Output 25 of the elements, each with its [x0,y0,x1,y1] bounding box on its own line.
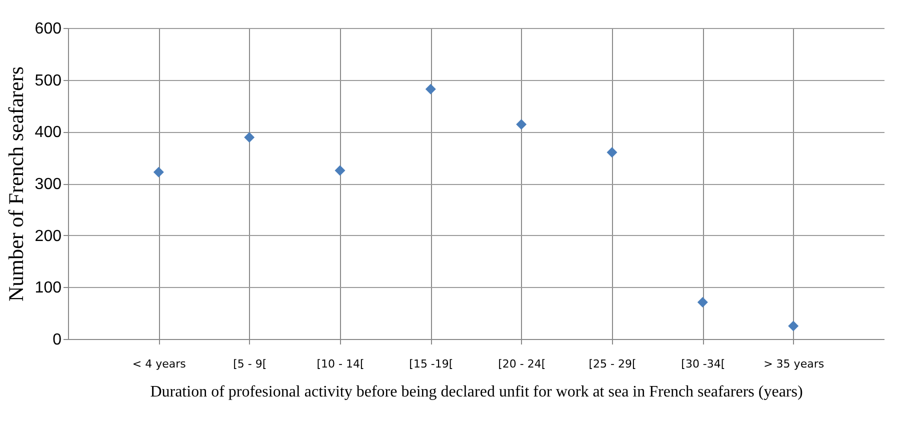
y-tick-label: 400 [34,124,62,142]
x-axis-title: Duration of profesional activity before being declared unfit for work at sea in French seafarers (years) [150,384,803,400]
x-tick-label: [30 -34[ [681,358,726,370]
y-tick-label: 600 [34,20,62,38]
y-axis-title: Number of French seafarers [4,66,28,302]
point [788,320,799,332]
x-tick-label: [25 - 29[ [588,358,636,370]
point [516,119,527,130]
point [425,84,436,94]
point [334,165,346,176]
x-tick-label: [5 - 9[ [233,358,267,370]
y-tick-label: 0 [52,332,62,348]
point [153,166,164,178]
x-tick-label: [15 -19[ [409,358,454,370]
y-tick-label: 200 [34,228,62,245]
y-tick-label: 100 [34,280,62,297]
point [244,132,255,143]
x-tick-label: [10 - 14[ [316,358,364,370]
y-tick-label: 300 [34,176,62,193]
point [697,296,708,308]
x-tick-label: [20 - 24[ [498,358,546,370]
x-tick-label: < 4 years [132,358,186,370]
point [606,147,618,158]
y-tick-label: 500 [34,72,62,90]
x-tick-label: > 35 years [764,358,824,370]
